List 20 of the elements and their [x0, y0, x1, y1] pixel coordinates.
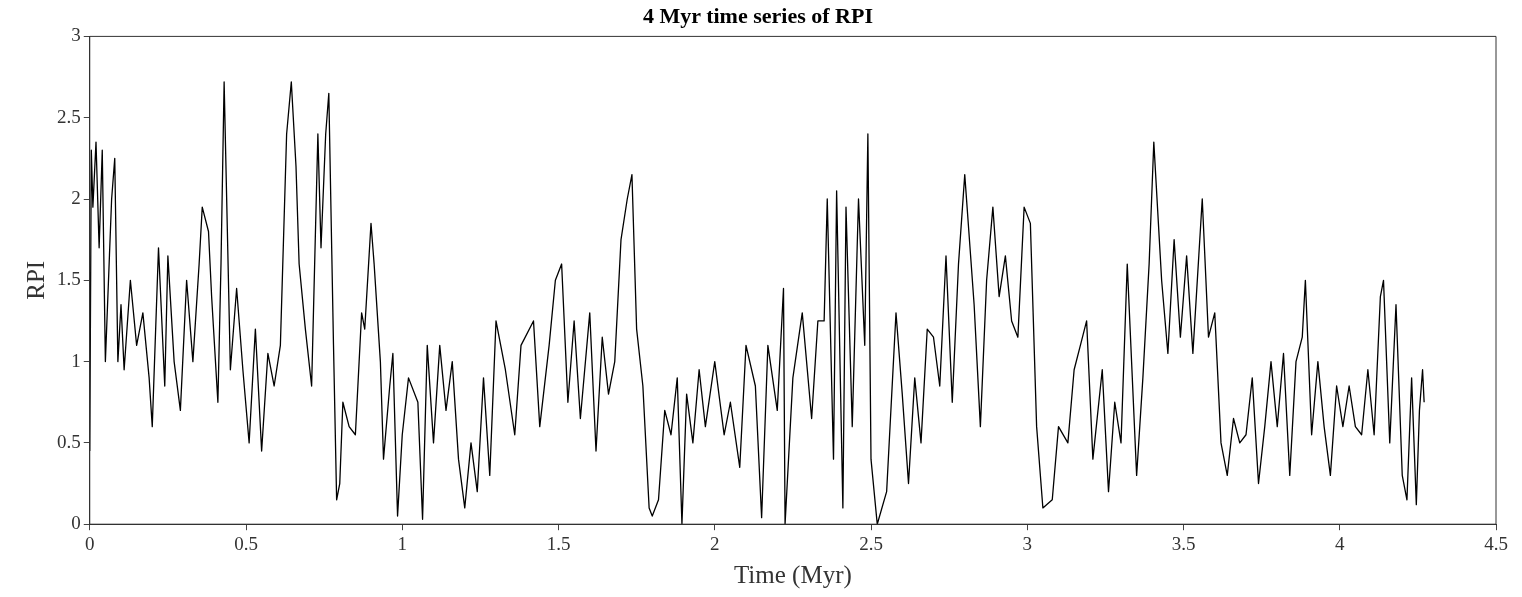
- y-tick-label: 3: [71, 24, 81, 46]
- y-tick-label: 0.5: [57, 430, 81, 452]
- x-tick-label: 2.5: [859, 532, 883, 554]
- x-tick-label: 1.5: [546, 532, 571, 554]
- y-tick-label: 2: [71, 186, 81, 208]
- x-tick-label: 4.5: [1484, 532, 1508, 554]
- x-tick-label: 4: [1335, 532, 1345, 554]
- x-axis-title: Time (Myr): [733, 560, 852, 589]
- x-tick-label: 0: [85, 532, 95, 554]
- y-tick-label: 1: [71, 349, 81, 371]
- y-tick-label: 2.5: [57, 105, 81, 127]
- chart-title: 4 Myr time series of RPI: [643, 2, 873, 28]
- x-tick-label: 3: [1022, 532, 1032, 554]
- x-tick-label: 0.5: [234, 532, 258, 554]
- x-tick-label: 1: [397, 532, 407, 554]
- y-tick-label: 1.5: [57, 268, 81, 290]
- y-tick-label: 0: [71, 512, 81, 534]
- x-tick-label: 2: [710, 532, 720, 554]
- x-tick-label: 3.5: [1171, 532, 1196, 554]
- y-axis-title: RPI: [21, 260, 49, 300]
